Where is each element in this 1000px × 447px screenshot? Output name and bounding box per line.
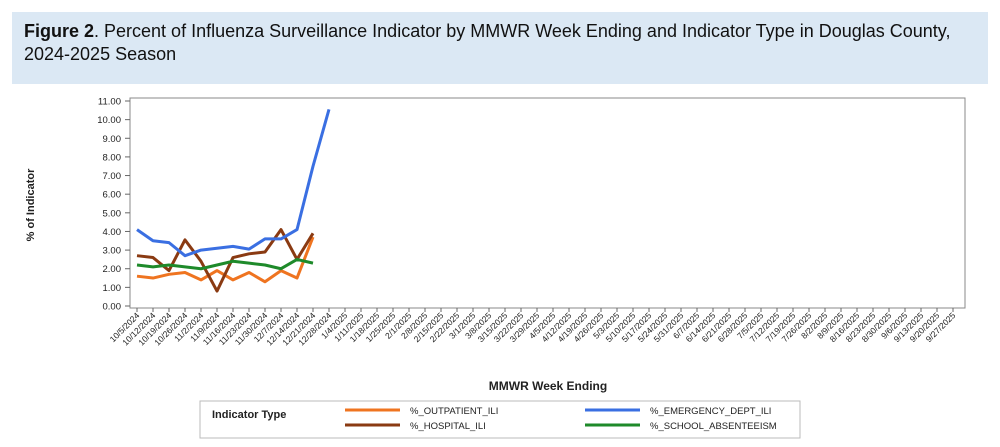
y-tick-label: 3.00 — [103, 246, 122, 257]
x-axis-label: MMWR Week Ending — [489, 379, 607, 393]
series-line — [136, 108, 331, 258]
y-tick-label: 7.00 — [103, 171, 122, 182]
figure-number: Figure 2 — [24, 21, 95, 41]
y-tick-label: 8.00 — [103, 152, 122, 163]
legend-label: %_EMERGENCY_DEPT_ILI — [650, 406, 771, 417]
series-line — [136, 257, 314, 271]
legend-label: %_SCHOOL_ABSENTEEISM — [650, 421, 777, 432]
y-tick-label: 1.00 — [103, 283, 122, 294]
y-tick-label: 5.00 — [103, 208, 122, 219]
y-tick-label: 4.00 — [103, 227, 122, 238]
figure-header: Figure 2. Percent of Influenza Surveilla… — [12, 12, 988, 84]
y-tick-label: 6.00 — [103, 190, 122, 201]
legend-frame — [199, 400, 801, 439]
legend-label: %_OUTPATIENT_ILI — [410, 406, 498, 417]
legend-title: Indicator Type — [212, 409, 286, 421]
y-tick-label: 10.00 — [97, 115, 121, 126]
figure-title: . Percent of Influenza Surveillance Indi… — [24, 21, 951, 64]
y-tick-label: 0.00 — [103, 302, 122, 313]
plot-frame — [129, 97, 966, 309]
y-axis-label: % of Indicator — [25, 168, 37, 241]
series-line — [136, 228, 315, 293]
y-tick-label: 2.00 — [103, 264, 122, 275]
y-tick-label: 11.00 — [98, 97, 121, 108]
y-tick-label: 9.00 — [103, 134, 122, 145]
legend-label: %_HOSPITAL_ILI — [410, 421, 486, 432]
